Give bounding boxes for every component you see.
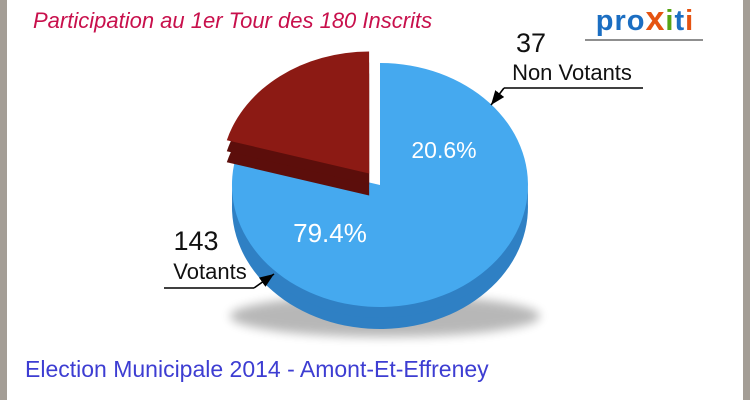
- logo-letter: p: [595, 5, 615, 37]
- votants-label: Votants: [173, 259, 247, 284]
- pie-slice-votants: [231, 63, 528, 307]
- non-votants-percent-label: 20.6%: [411, 137, 477, 163]
- votants-percent-label: 79.4%: [293, 218, 367, 248]
- logo-letter: x: [645, 0, 666, 38]
- proxiti-logo: proxiti: [585, 2, 705, 38]
- votants-count: 143: [173, 226, 219, 256]
- logo-letter: o: [626, 5, 646, 37]
- callout-lines: [164, 87, 643, 289]
- logo-letter: i: [665, 5, 675, 37]
- pie: [226, 51, 528, 329]
- chart-card: Participation au 1er Tour des 180 Inscri…: [7, 0, 743, 400]
- votants-arrow: [253, 273, 275, 289]
- logo-letter: r: [614, 5, 627, 37]
- non-votants-arrow: [490, 87, 505, 106]
- footer-title: Election Municipale 2014 - Amont-Et-Effr…: [25, 356, 489, 382]
- non-votants-count: 37: [515, 28, 547, 58]
- proxiti-logo-underline: [585, 39, 703, 41]
- chart-title: Participation au 1er Tour des 180 Inscri…: [33, 8, 433, 33]
- non-votants-label: Non Votants: [512, 60, 632, 85]
- logo-letter: i: [685, 5, 695, 37]
- pie-slice-non-votants: [226, 51, 370, 174]
- logo-letter: t: [674, 5, 686, 37]
- pie-chart-canvas: [164, 51, 643, 337]
